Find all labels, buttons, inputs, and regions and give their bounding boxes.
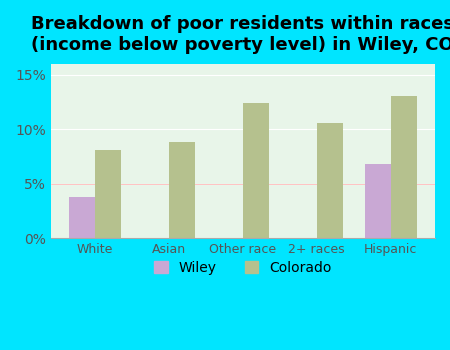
Bar	[95, 150, 121, 238]
Bar	[317, 123, 342, 238]
Bar	[365, 164, 391, 238]
Bar	[243, 103, 269, 238]
Bar	[69, 197, 95, 238]
Title: Breakdown of poor residents within races
(income below poverty level) in Wiley, : Breakdown of poor residents within races…	[32, 15, 450, 54]
Legend: Wiley, Colorado: Wiley, Colorado	[148, 256, 338, 280]
Bar	[169, 142, 195, 238]
Bar	[391, 97, 417, 238]
